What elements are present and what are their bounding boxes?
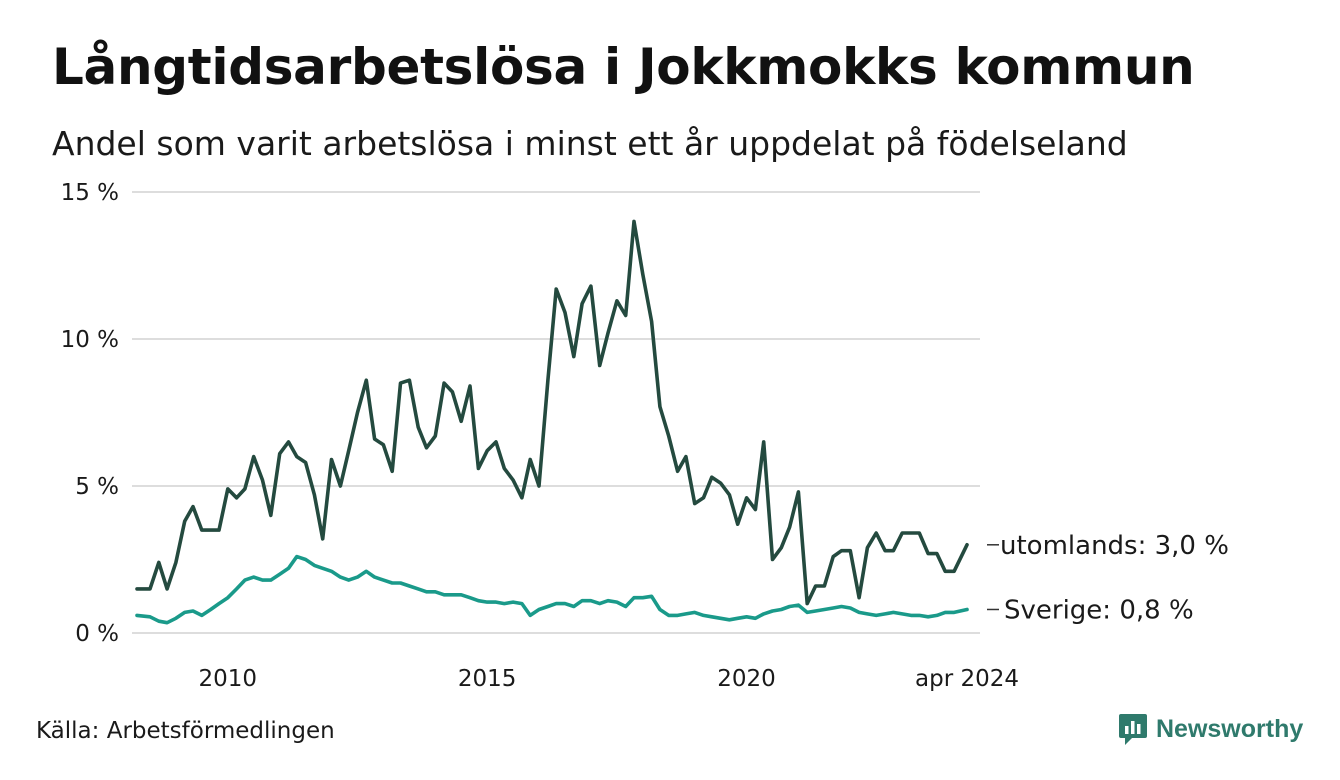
x-tick-label: apr 2024: [915, 666, 1019, 692]
y-tick-label: 0 %: [75, 621, 119, 647]
newsworthy-logo-icon: [1119, 714, 1147, 745]
y-tick-label: 15 %: [61, 180, 119, 206]
chart-title: Långtidsarbetslösa i Jokkmokks kommun: [52, 38, 1195, 96]
series-lines: [135, 219, 969, 625]
x-tick-label: 2020: [717, 666, 776, 692]
y-axis-ticks: 0 % 5 % 10 % 15 %: [61, 180, 119, 647]
series-end-label-utomlands: utomlands: 3,0 %: [1000, 531, 1229, 561]
gridlines: [132, 191, 980, 634]
y-tick-label: 5 %: [75, 474, 119, 500]
series-line-utomlands: [135, 219, 969, 606]
x-tick-label: 2010: [199, 666, 258, 692]
y-tick-label: 10 %: [61, 327, 119, 353]
series-end-label-sverige: Sverige: 0,8 %: [1004, 595, 1194, 625]
chart-subtitle: Andel som varit arbetslösa i minst ett å…: [52, 124, 1128, 163]
brand-logo: Newsworthy: [1118, 712, 1303, 746]
series-line-sverige: [135, 554, 969, 625]
series-end-labels: utomlands: 3,0 % Sverige: 0,8 %: [987, 531, 1229, 625]
x-tick-label: 2015: [458, 666, 517, 692]
brand-name: Newsworthy: [1156, 714, 1304, 743]
x-axis-ticks: 2010 2015 2020 apr 2024: [199, 666, 1020, 692]
source-note: Källa: Arbetsförmedlingen: [36, 718, 335, 744]
